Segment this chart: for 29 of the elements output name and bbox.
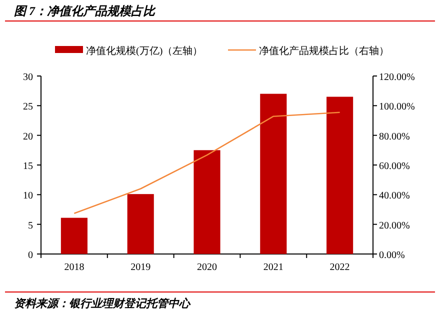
y2-tick-label: 100.00% xyxy=(379,102,415,113)
line-series xyxy=(74,112,340,214)
y-tick-label: 0 xyxy=(28,250,33,261)
x-tick-label: 2022 xyxy=(330,262,350,273)
text: 资料来源：银行业理财登记托管中心 xyxy=(14,297,191,310)
y2-tick-label: 80.00% xyxy=(379,131,410,142)
bar xyxy=(326,96,354,254)
y2-tick-label: 120.00% xyxy=(379,72,415,83)
bar xyxy=(127,194,154,254)
x-tick-label: 2018 xyxy=(64,262,84,273)
y-tick-label: 30 xyxy=(23,72,33,83)
y-tick-label: 5 xyxy=(28,220,33,232)
y-tick-label: 20 xyxy=(23,131,33,142)
legend-label: 净值化规模(万亿)（左轴） xyxy=(86,45,203,57)
chart-title: 图 7：净值化产品规模占比 xyxy=(14,4,156,18)
y-tick-label: 25 xyxy=(23,102,33,113)
x-tick-label: 2020 xyxy=(197,262,217,273)
y-tick-label: 15 xyxy=(23,161,33,172)
x-tick-label: 2021 xyxy=(263,262,284,273)
bar xyxy=(260,94,287,254)
y2-tick-label: 20.00% xyxy=(379,220,410,232)
y2-tick-label: 60.00% xyxy=(379,161,410,172)
x-tick-label: 2019 xyxy=(130,262,151,273)
legend-label: 净值化产品规模占比（右轴） xyxy=(259,45,389,57)
bar xyxy=(194,150,220,254)
y-tick-label: 10 xyxy=(23,190,33,202)
y2-tick-label: 0.00% xyxy=(379,250,405,261)
y2-tick-label: 40.00% xyxy=(379,190,410,202)
bar xyxy=(60,218,88,254)
